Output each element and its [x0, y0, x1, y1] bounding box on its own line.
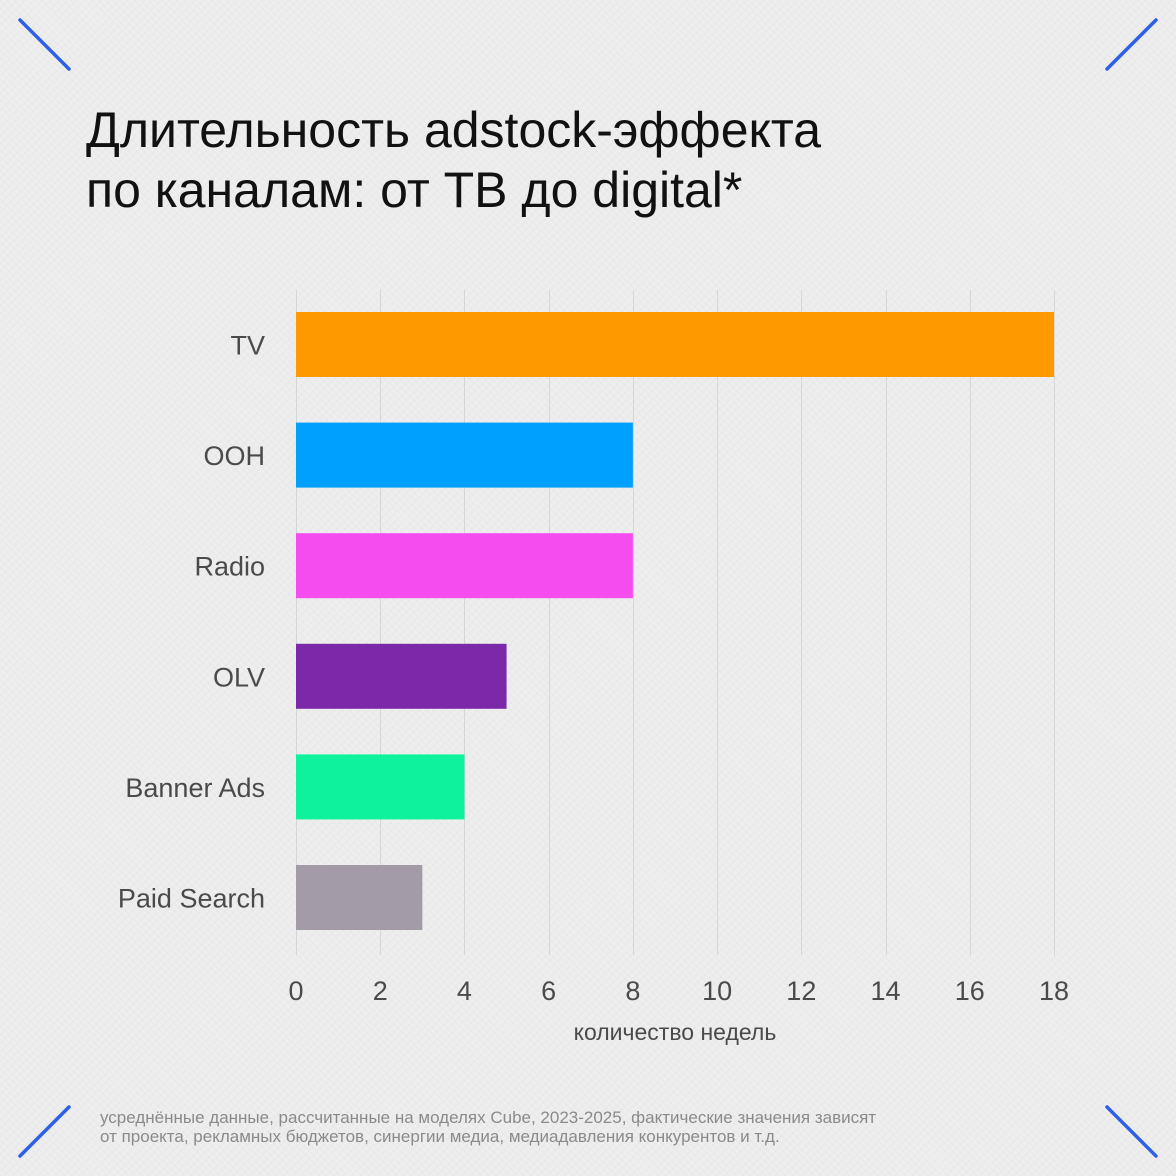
- x-tick-labels: 0 2 4 6 8 10 12 14 16 18: [288, 976, 1069, 1006]
- x-tick-label: 2: [373, 976, 388, 1006]
- bars: [296, 312, 1054, 930]
- corner-mark-bottom-right: [1105, 1105, 1158, 1158]
- footnote-line-1: усреднённые данные, рассчитанные на моде…: [100, 1108, 877, 1127]
- x-tick-label: 6: [541, 976, 556, 1006]
- x-tick-label: 12: [786, 976, 816, 1006]
- chart-title-line-1: Длительность adstock-эффекта: [86, 102, 822, 158]
- chart-title: Длительность adstock-эффекта по каналам:…: [86, 100, 1086, 220]
- category-labels: TV OOH Radio OLV Banner Ads Paid Search: [118, 331, 265, 914]
- chart-title-line-2: по каналам: от ТВ до digital*: [86, 162, 743, 218]
- grid-lines: [296, 290, 1055, 955]
- x-tick-label: 4: [457, 976, 472, 1006]
- category-label: TV: [230, 331, 265, 361]
- corner-mark-top-left: [18, 18, 71, 71]
- category-label: OOH: [203, 441, 265, 471]
- bar-banner-ads: [296, 754, 465, 820]
- footnote: усреднённые данные, рассчитанные на моде…: [100, 1108, 1060, 1146]
- category-label: Banner Ads: [125, 773, 265, 803]
- x-tick-label: 10: [702, 976, 732, 1006]
- x-tick-label: 16: [955, 976, 985, 1006]
- category-label: Radio: [194, 552, 265, 582]
- bar-paid-search: [296, 865, 423, 930]
- corner-mark-top-right: [1105, 18, 1158, 71]
- x-axis-title: количество недель: [574, 1019, 777, 1045]
- x-tick-label: 8: [625, 976, 640, 1006]
- bar-radio: [296, 533, 633, 599]
- x-tick-label: 18: [1039, 976, 1069, 1006]
- x-tick-label: 0: [288, 976, 303, 1006]
- bar-tv: [296, 312, 1054, 377]
- bar-chart: TV OOH Radio OLV Banner Ads Paid Search 0 2 4 6 8…: [118, 290, 1069, 1045]
- bar-ooh: [296, 422, 633, 488]
- x-tick-label: 14: [871, 976, 901, 1006]
- corner-mark-bottom-left: [18, 1105, 71, 1158]
- category-label: OLV: [213, 662, 265, 692]
- category-label: Paid Search: [118, 884, 265, 914]
- footnote-line-2: от проекта, рекламных бюджетов, синергии…: [100, 1127, 780, 1146]
- bar-olv: [296, 643, 507, 709]
